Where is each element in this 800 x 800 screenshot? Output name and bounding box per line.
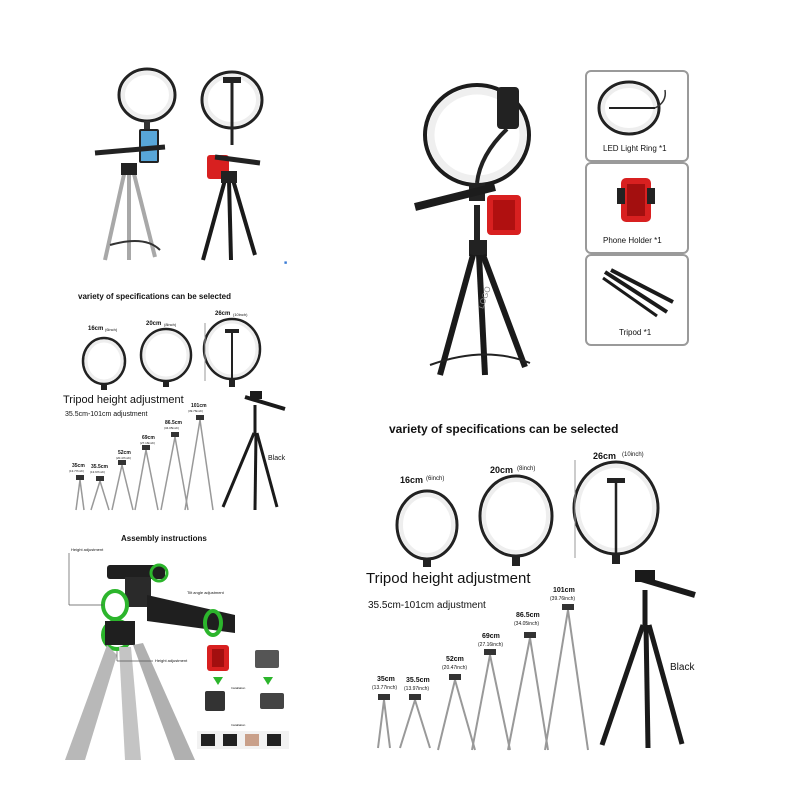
left-ring-light-kit — [94, 67, 177, 261]
callout-tilt-adjustment: Tilt angle adjustment — [187, 590, 224, 595]
height-label: 52cm — [118, 450, 131, 456]
ring-size-label: 16cm — [88, 326, 104, 332]
tripod-height-title: Tripod height adjustment — [63, 394, 184, 406]
blue-mark: ■ — [284, 260, 288, 266]
height-label: 52cm — [446, 656, 464, 663]
specs-small-illustration — [75, 317, 286, 511]
height-label: 101cm — [553, 587, 575, 594]
height-range: 35.5cm-101cm adjustment — [368, 600, 486, 611]
height-label: 69cm — [142, 435, 155, 441]
tripod-height-title: Tripod height adjustment — [366, 570, 531, 587]
tripod-icon — [602, 268, 674, 318]
height-inch: (13.77inch) — [69, 469, 85, 473]
ring-size-label: 26cm — [593, 451, 617, 461]
phone-holder-icon — [617, 178, 655, 222]
ring-size-label: 20cm — [490, 465, 514, 475]
height-label: 35.5cm — [406, 677, 430, 684]
panel-specs-small: variety of specifications can be selecte… — [55, 285, 310, 515]
height-label: 69cm — [482, 633, 500, 640]
step-label: Installation — [231, 686, 246, 690]
assembly-illustration — [65, 553, 289, 760]
height-inch: (13.97inch) — [90, 470, 106, 474]
callout-height-adjustment: Height adjustment — [71, 547, 104, 552]
height-inch: (39.76inch) — [188, 409, 204, 413]
height-inch: (27.16inch) — [478, 642, 504, 648]
ring-size-inch: (10inch) — [233, 312, 248, 317]
ring-size-inch: (8inch) — [517, 466, 536, 472]
height-inch: (13.77inch) — [372, 685, 398, 691]
specs-title: variety of specifications can be selecte… — [389, 422, 619, 436]
height-label: 35cm — [72, 463, 85, 469]
kit-item-label: LED Light Ring *1 — [603, 144, 667, 153]
height-label: 35.5cm — [91, 464, 108, 470]
height-label: 86.5cm — [165, 420, 182, 426]
height-inch: (39.76inch) — [550, 596, 576, 602]
kit-item-label: Tripod *1 — [619, 328, 652, 337]
specs-large-illustration — [377, 460, 696, 751]
kit-item-ring-light: LED Light Ring *1 — [585, 70, 689, 162]
right-ring-light-kit — [200, 70, 264, 261]
height-inch: (20.47inch) — [116, 456, 132, 460]
height-label: 35cm — [377, 676, 395, 683]
step-label: Installation — [231, 723, 246, 727]
assembly-title: Assembly instructions — [121, 534, 207, 543]
ring-size-label: 20cm — [146, 321, 162, 327]
height-inch: (13.97inch) — [404, 686, 430, 692]
ring-light-tripod-illustration — [94, 67, 264, 261]
ring-size-label: 26cm — [215, 311, 231, 317]
height-inch: (34.05inch) — [164, 426, 180, 430]
ring-size-inch: (8inch) — [164, 322, 177, 327]
height-label: 86.5cm — [516, 612, 540, 619]
ring-size-inch: (10inch) — [622, 452, 644, 458]
specs-title: variety of specifications can be selecte… — [78, 292, 231, 301]
callout-height-adjustment-2: Height adjustment — [155, 658, 188, 663]
height-range: 35.5cm-101cm adjustment — [65, 411, 148, 418]
ring-light-icon — [597, 80, 667, 136]
height-inch: (34.05inch) — [514, 621, 540, 627]
panel-specs-large: variety of specifications can be selecte… — [360, 410, 705, 755]
color-label: Black — [670, 662, 695, 673]
kit-main-illustration — [414, 83, 531, 376]
panel-product-photo: ■ — [55, 55, 300, 275]
ring-size-inch: (6inch) — [426, 476, 445, 482]
kit-item-label: Phone Holder *1 — [603, 236, 662, 245]
kit-item-phone-holder: Phone Holder *1 — [585, 162, 689, 254]
ring-size-label: 16cm — [400, 475, 424, 485]
height-inch: (27.16inch) — [140, 441, 156, 445]
ring-size-inch: (6inch) — [105, 327, 118, 332]
panel-assembly: Assembly instructions Height adjustme — [55, 525, 310, 760]
height-label: 101cm — [191, 403, 207, 409]
panel-kit-contents: LOGO LED Light Ring *1 Phone Holder *1 T… — [385, 45, 700, 380]
color-label: Black — [268, 455, 286, 462]
height-inch: (20.47inch) — [442, 665, 468, 671]
kit-item-tripod: Tripod *1 — [585, 254, 689, 346]
